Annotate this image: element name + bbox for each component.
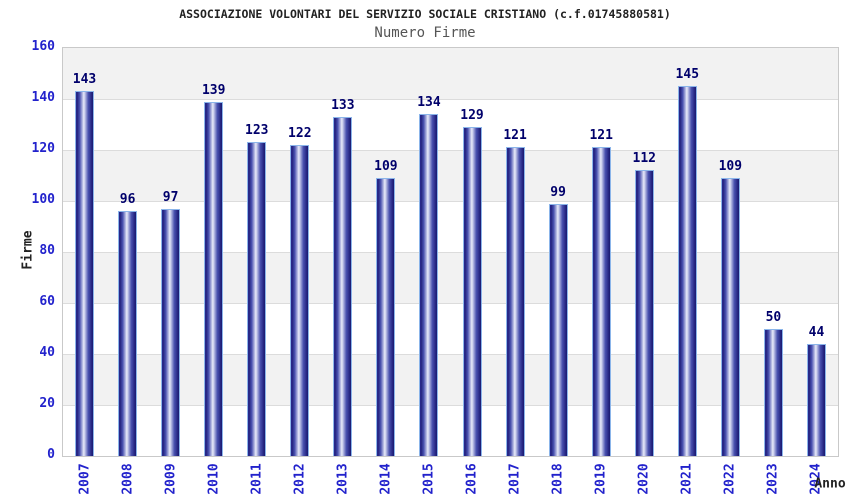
bar — [462, 127, 482, 456]
grid-band — [63, 48, 838, 99]
bar — [75, 91, 95, 456]
bar-value-label: 109 — [374, 159, 398, 174]
x-tick-label: 2017 — [507, 463, 523, 495]
y-tick-label: 140 — [31, 90, 55, 105]
x-tick-label: 2010 — [206, 463, 222, 495]
y-tick-label: 100 — [31, 192, 55, 207]
bar — [376, 178, 396, 456]
grid-band — [63, 303, 838, 354]
bar — [806, 344, 826, 456]
plot-area: 143 96 97 139 123 122 133 109 134 129 121 99 121 112 1… — [62, 47, 839, 457]
bar — [720, 178, 740, 456]
grid-line — [63, 405, 838, 406]
x-tick-label: 2021 — [679, 463, 695, 495]
x-tick-label: 2011 — [249, 463, 265, 495]
x-tick-label: 2015 — [421, 463, 437, 495]
y-tick-label: 160 — [31, 39, 55, 54]
bar — [419, 114, 439, 456]
grid-line — [63, 201, 838, 202]
x-tick-label: 2022 — [722, 463, 738, 495]
bar — [677, 86, 697, 456]
chart-subtitle: Numero Firme — [374, 25, 476, 41]
x-tick-label: 2014 — [378, 463, 394, 495]
x-tick-label: 2020 — [636, 463, 652, 495]
grid-line — [63, 354, 838, 355]
y-tick-label: 80 — [39, 243, 55, 258]
bar — [247, 142, 267, 456]
x-tick-label: 2012 — [292, 463, 308, 495]
grid-line — [63, 99, 838, 100]
y-tick-label: 20 — [39, 396, 55, 411]
bar-value-label: 133 — [331, 98, 355, 113]
bar-value-label: 143 — [72, 72, 97, 87]
bar-value-label: 44 — [808, 325, 825, 340]
grid-line — [63, 150, 838, 151]
x-axis-title: Anno — [814, 476, 846, 492]
y-tick-label: 60 — [39, 294, 55, 309]
chart-title: ASSOCIAZIONE VOLONTARI DEL SERVIZIO SOCI… — [179, 7, 671, 21]
bar — [118, 211, 138, 456]
bar-value-label: 129 — [460, 108, 484, 123]
bar — [290, 145, 310, 456]
grid-band — [63, 354, 838, 405]
bar — [204, 102, 224, 456]
bar-value-label: 96 — [119, 192, 136, 207]
bar-value-label: 134 — [417, 95, 441, 110]
bar — [505, 147, 525, 456]
grid-band — [63, 405, 838, 456]
x-tick-label: 2019 — [593, 463, 609, 495]
y-tick-label: 0 — [47, 447, 55, 462]
x-tick-label: 2013 — [335, 463, 351, 495]
bar — [161, 209, 181, 456]
bar-value-label: 121 — [503, 128, 527, 143]
x-tick-label: 2018 — [550, 463, 566, 495]
x-tick-label: 2023 — [765, 463, 781, 495]
bar-value-label: 112 — [632, 151, 656, 166]
grid-band — [63, 150, 838, 201]
bar-value-label: 97 — [162, 190, 179, 205]
bar-value-label: 139 — [201, 83, 226, 98]
bar — [634, 170, 654, 456]
bar-value-label: 99 — [550, 185, 566, 200]
bar-value-label: 121 — [589, 128, 613, 143]
bar-value-label: 122 — [288, 126, 312, 141]
y-tick-label: 120 — [31, 141, 55, 156]
bar — [591, 147, 611, 456]
grid-line — [63, 303, 838, 304]
bar-value-label: 50 — [765, 310, 782, 325]
y-tick-label: 40 — [39, 345, 55, 360]
grid-band — [63, 252, 838, 303]
x-tick-label: 2016 — [464, 463, 480, 495]
grid-band — [63, 201, 838, 252]
bar — [548, 204, 568, 456]
x-tick-label: 2007 — [77, 463, 93, 495]
bar — [763, 329, 783, 456]
x-tick-label: 2008 — [120, 463, 136, 495]
x-tick-label: 2009 — [163, 463, 179, 495]
bar-value-label: 145 — [675, 67, 700, 82]
bar — [333, 117, 353, 456]
grid-band — [63, 99, 838, 150]
bar-value-label: 123 — [245, 123, 269, 138]
grid-line — [63, 252, 838, 253]
bar-value-label: 109 — [718, 159, 743, 174]
